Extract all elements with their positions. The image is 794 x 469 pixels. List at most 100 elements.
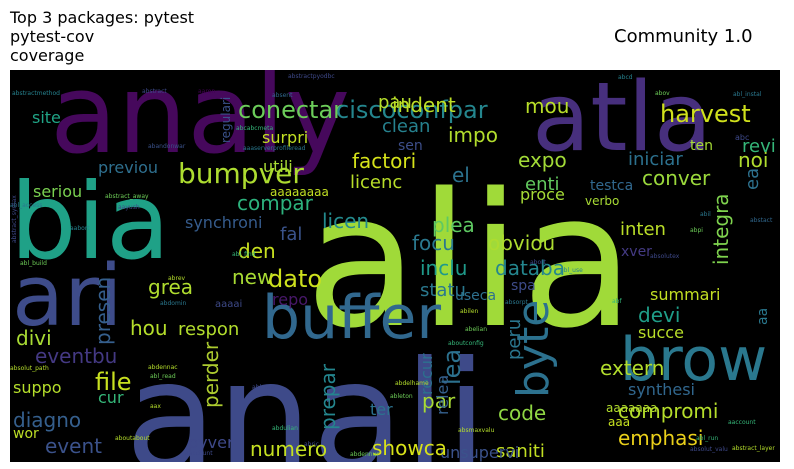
word-suppo: suppo (13, 378, 62, 397)
word-abstract_away: abstract_away (105, 193, 149, 200)
word-anali: anali (125, 330, 487, 462)
word-abl_find: abl_find (232, 251, 256, 258)
word-abstract: abstract (142, 88, 167, 95)
word-databa: databa (495, 256, 565, 280)
word-den: den (238, 239, 276, 263)
word-dato: dato (268, 265, 322, 293)
word-aaa: aaa (608, 415, 630, 429)
word-ableton: ableton (390, 393, 413, 400)
word-cur: cur (98, 388, 124, 407)
word-spa: spa (511, 278, 536, 294)
word-abstract_layer: abstract_layer (732, 445, 775, 452)
word-synthesi: synthesi (628, 380, 695, 399)
word-abstact: abstact (750, 217, 773, 224)
word-compar: compar (237, 191, 314, 215)
word-absolut_valu: absolut_valu (690, 446, 728, 453)
word-conectar: conectar (238, 96, 343, 124)
word-atla: atla (532, 70, 712, 173)
word-aaaai: aaaai (215, 299, 242, 310)
word-absolut_path: absolut_path (10, 365, 49, 372)
word-abandonwar: abandonwar (148, 143, 186, 150)
word-site: site (32, 108, 61, 127)
word-abric: abric (304, 441, 319, 448)
word-abstract_syntax: abstract_syntax (11, 195, 18, 243)
word-peru: peru (504, 319, 525, 360)
word-cloud-background (10, 70, 780, 462)
word-inclu: inclu (420, 256, 467, 280)
word-respon: respon (178, 319, 239, 340)
word-numero: numero (250, 437, 327, 461)
word-testca: testca (590, 178, 633, 194)
word-xver: xver (621, 244, 652, 260)
word-abcd: abcd (618, 74, 633, 81)
word-aabort: aabort (70, 225, 90, 232)
word-grea: grea (148, 275, 193, 299)
word-absorpt: absorpt (505, 299, 529, 306)
word-recur: recur (417, 353, 436, 395)
word-devi: devi (638, 303, 680, 327)
word-pyver: pyver (188, 433, 234, 452)
word-previou: previou (98, 158, 158, 177)
word-clean: clean (382, 116, 430, 137)
word-aaaaaaaa: aaaaaaaa (270, 185, 329, 199)
word-saniti: saniti (496, 441, 545, 462)
word-abc: abc (735, 133, 749, 142)
word-abelian: abelian (465, 326, 487, 333)
word-aaaaaaa: aaaaaaa (606, 401, 657, 415)
word-presen: presen (91, 277, 115, 345)
word-par: par (422, 389, 456, 413)
word-abilen: abilen (460, 308, 479, 315)
word-aboutconfig: aboutconfig (448, 340, 484, 347)
word-code: code (498, 401, 546, 425)
word-focu: focu (412, 231, 455, 255)
word-new: new (232, 265, 273, 289)
word-ciscoconfpar: ciscoconfpar (336, 96, 488, 124)
word-unsupervi: unsupervi (440, 443, 519, 462)
word-pau: pau (378, 92, 412, 113)
word-abl_use: abl_use (560, 267, 583, 274)
word-abdelhame: abdelhame (395, 380, 429, 387)
word-abl_build: abl_build (20, 260, 47, 267)
word-succe: succe (638, 323, 684, 342)
word-licen: licen (322, 209, 369, 233)
word-aboutabout: aboutabout (115, 435, 150, 442)
word-ari: ari (12, 247, 123, 346)
word-abil: abil (700, 211, 711, 218)
word-absmaxvalu: absmaxvalu (458, 427, 495, 434)
word-noi: noi (738, 148, 768, 172)
word-factori: factori (352, 149, 416, 173)
word-byte: byte (508, 300, 559, 398)
word-surpri: surpri (262, 128, 308, 147)
word-abl_run: abl_run (696, 435, 718, 442)
word-extern: extern (600, 356, 664, 380)
word-utili: utili (263, 157, 293, 176)
word-buffer: buffer (262, 283, 441, 353)
word-perder: perder (199, 341, 223, 408)
word-revi: revi (742, 136, 776, 157)
word-abdennac: abdennac (148, 364, 178, 371)
word-analy: analy (50, 70, 350, 178)
word-abstractmethod: abstractmethod (12, 90, 60, 97)
word-bia: bia (10, 161, 170, 283)
word-absent: absent (272, 92, 293, 99)
word-abdennur: abdennur (350, 451, 379, 458)
word-mou: mou (525, 94, 569, 118)
word-el: el (452, 163, 470, 187)
word-abov: abov (655, 90, 670, 97)
word-useca: useca (455, 288, 496, 304)
word-aaaserverprofileread: aaaserverprofileread (243, 145, 306, 152)
word-regulari: regulari (219, 97, 233, 143)
word-relea: relea (433, 375, 452, 415)
word-brow: brow (620, 325, 767, 395)
word-statu: statu (420, 280, 466, 301)
word-impo: impo (448, 123, 498, 147)
word-abpi: abpi (690, 227, 703, 234)
word-summari: summari (650, 285, 720, 304)
word-abcabcmeta: abcabcmeta (236, 125, 273, 132)
word-synchroni: synchroni (185, 213, 262, 232)
word-harvest: harvest (660, 100, 751, 128)
word-abort: abort (530, 259, 547, 266)
word-indent: indent (392, 93, 456, 117)
word-licenc: licenc (350, 172, 402, 193)
word-bumpver: bumpver (178, 157, 304, 190)
